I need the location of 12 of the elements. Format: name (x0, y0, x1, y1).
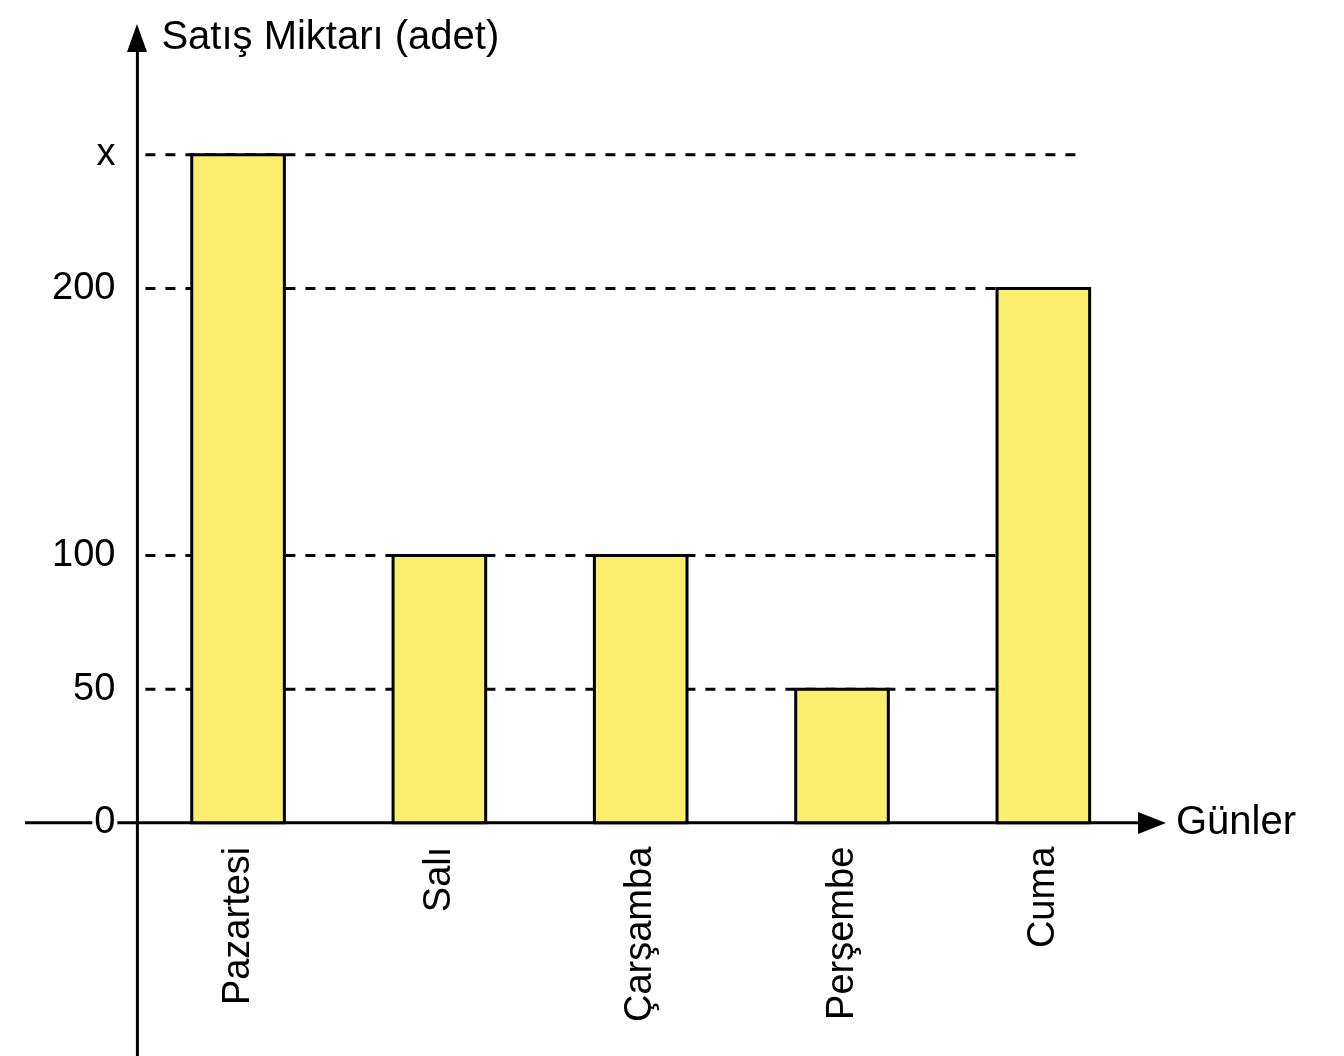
y-tick-label: 200 (52, 264, 116, 307)
x-tick-label: Perşembe (818, 846, 861, 1020)
x-tick-label: Pazartesi (214, 846, 257, 1006)
y-tick-label: 100 (52, 532, 116, 575)
y-axis-title: Satış Miktarı (adet) (161, 13, 500, 58)
y-tick-label: x (96, 131, 116, 174)
x-tick-label: Çarşamba (617, 845, 660, 1023)
x-tick-label: Salı (415, 846, 458, 913)
x-tick-label: Cuma (1019, 845, 1062, 949)
y-tick-label: 50 (73, 665, 116, 708)
y-tick-label: 0 (94, 799, 116, 842)
x-axis-title: Günler (1176, 797, 1297, 842)
